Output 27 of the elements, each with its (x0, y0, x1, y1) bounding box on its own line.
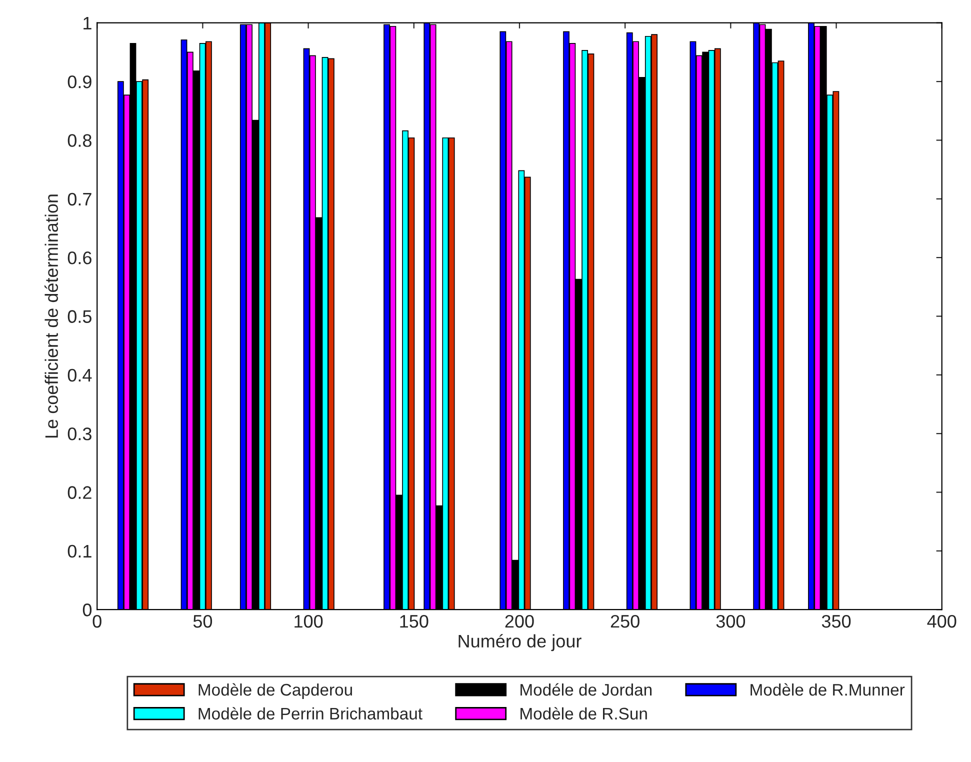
legend-label: Modèle de Perrin Brichambaut (198, 707, 422, 720)
legend-label: Modèle de Capderou (198, 683, 352, 700)
y-tick-label: 0 (82, 604, 92, 616)
y-tick-label: 1 (84, 16, 92, 30)
x-tick-label: 150 (400, 614, 428, 628)
y-tick-label: 0.8 (68, 134, 92, 147)
y-tick-label: 0.1 (68, 544, 92, 558)
x-tick-label: 400 (927, 614, 956, 628)
y-tick-label: 0.7 (68, 192, 92, 206)
y-axis-title: Le coefficient de détermination (44, 194, 58, 438)
legend-label: Modèle de R.Sun (520, 707, 647, 720)
x-tick-label: 50 (193, 614, 212, 628)
x-tick-label: 300 (716, 614, 746, 628)
legend-label: Modéle de Jordan (520, 683, 652, 696)
x-axis-title: Numéro de jour (458, 634, 582, 652)
y-tick-label: 0.3 (68, 428, 92, 440)
y-tick-label: 0.2 (68, 486, 92, 499)
x-tick-label: 0 (92, 614, 102, 628)
x-tick-label: 250 (610, 614, 640, 628)
legend-label: Modèle de R.Munner (750, 683, 905, 696)
x-tick-label: 200 (505, 614, 534, 628)
x-tick-label: 350 (822, 614, 851, 628)
x-tick-label: 100 (294, 614, 323, 628)
y-tick-label: 0.9 (68, 75, 92, 88)
y-tick-label: 0.4 (68, 368, 92, 382)
y-tick-label: 0.6 (68, 251, 92, 264)
y-tick-label: 0.5 (68, 310, 92, 323)
